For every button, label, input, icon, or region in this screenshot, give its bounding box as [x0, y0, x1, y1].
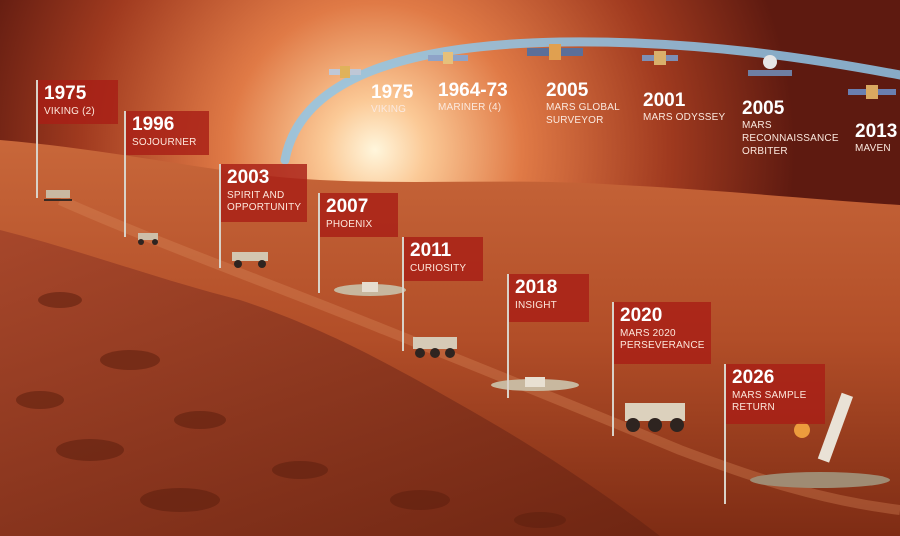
mission-name: MARS ODYSSEY	[643, 112, 726, 123]
orbit-label-mgs: 2005 MARS GLOBAL SURVEYOR	[546, 80, 626, 127]
mission-name: PHOENIX	[326, 219, 373, 230]
mission-name: SPIRIT AND OPPORTUNITY	[227, 190, 302, 213]
lander-phoenix	[334, 282, 406, 296]
flag-pole	[507, 274, 509, 398]
mission-name: MARS 2020 PERSEVERANCE	[620, 328, 705, 351]
mission-year: 2005	[546, 80, 589, 101]
mission-year: 1975	[44, 83, 87, 104]
spacecraft-maven	[848, 85, 896, 99]
mission-year: 2011	[410, 240, 452, 261]
mission-year: 2018	[515, 277, 558, 298]
flag-card: 1975 VIKING (2)	[38, 80, 118, 124]
flag-card: 2011 CURIOSITY	[404, 237, 483, 281]
mission-name: MARS GLOBAL SURVEYOR	[546, 102, 620, 126]
flag-pole	[402, 237, 404, 351]
mission-name: MARS RECONNAISSANCE ORBITER	[742, 120, 839, 157]
mission-name: MAVEN	[855, 143, 891, 154]
mission-name: INSIGHT	[515, 300, 557, 311]
spacecraft-mgs	[527, 44, 583, 60]
mission-year: 2001	[643, 90, 686, 111]
mission-name: VIKING	[371, 104, 407, 115]
flag-card: 2003 SPIRIT AND OPPORTUNITY	[221, 164, 307, 222]
mission-year: 2013	[855, 121, 898, 142]
mission-name: MARS SAMPLE RETURN	[732, 390, 807, 413]
lander-viking	[44, 190, 72, 201]
spacecraft-mro	[748, 55, 792, 76]
flag-pole	[36, 80, 38, 198]
flag-pole	[124, 111, 126, 237]
mission-year: 2026	[732, 367, 775, 388]
flag-card: 2007 PHOENIX	[320, 193, 398, 237]
mission-name: VIKING (2)	[44, 106, 95, 117]
orbit-label-maven: 2013 MAVEN	[855, 121, 900, 155]
orbit-label-odyssey: 2001 MARS ODYSSEY	[643, 90, 725, 124]
mission-year: 2005	[742, 98, 785, 119]
mission-name: CURIOSITY	[410, 263, 467, 274]
flag-card: 2020 MARS 2020 PERSEVERANCE	[614, 302, 711, 364]
spacecraft-viking-orbiter	[329, 66, 361, 78]
mission-name: SOJOURNER	[132, 137, 197, 148]
orbit-label-mariner: 1964-73 MARINER (4)	[438, 80, 508, 114]
lander-insight	[491, 377, 579, 391]
flag-pole	[724, 364, 726, 504]
mission-year: 2020	[620, 305, 663, 326]
spacecraft-odyssey	[642, 51, 678, 65]
mission-year: 2003	[227, 167, 270, 188]
rover-sojourner	[138, 233, 158, 245]
foreground-ridge	[0, 230, 660, 536]
flag-card: 1996 SOJOURNER	[126, 111, 209, 155]
flag-pole	[219, 164, 221, 268]
rover-spirit-opportunity	[232, 252, 268, 268]
flag-pole	[612, 302, 614, 436]
spacecraft-mariner	[428, 52, 468, 64]
rover-perseverance	[625, 403, 685, 432]
orbit-label-viking: 1975 VIKING	[371, 82, 413, 116]
flag-card: 2026 MARS SAMPLE RETURN	[726, 364, 825, 424]
mission-year: 1964-73	[438, 80, 508, 101]
mission-year: 1996	[132, 114, 175, 135]
rover-curiosity	[413, 337, 457, 358]
rocks	[16, 292, 566, 528]
mission-year: 1975	[371, 82, 414, 103]
mission-year: 2007	[326, 196, 369, 217]
lander-sample-return	[750, 392, 890, 488]
flag-pole	[318, 193, 320, 293]
orbit-label-mro: 2005 MARS RECONNAISSANCE ORBITER	[742, 98, 842, 158]
mission-name: MARINER (4)	[438, 102, 502, 113]
flag-card: 2018 INSIGHT	[509, 274, 589, 322]
orbit-arc	[280, 37, 900, 165]
